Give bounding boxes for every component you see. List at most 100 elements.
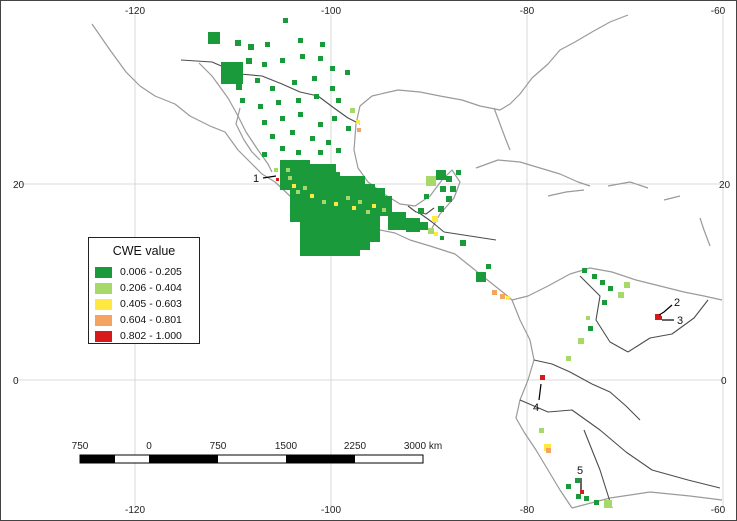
callout-1: 1 bbox=[253, 173, 259, 185]
occurrence-cell bbox=[428, 228, 434, 234]
occurrence-cell bbox=[658, 316, 662, 320]
top-lon-ticks: -120 -100 -80 -60 bbox=[125, 6, 726, 17]
occurrence-cell bbox=[248, 44, 254, 50]
occurrence-cell bbox=[296, 150, 301, 155]
callout-5: 5 bbox=[577, 465, 583, 477]
scale-label: 2250 bbox=[344, 441, 367, 452]
occurrence-cell bbox=[506, 296, 510, 300]
occurrence-cell bbox=[588, 326, 593, 331]
occurrence-cell bbox=[406, 218, 420, 232]
legend-swatch bbox=[95, 330, 112, 342]
occurrence-cell bbox=[586, 316, 590, 320]
occurrence-cell bbox=[280, 58, 285, 63]
occurrence-cell bbox=[330, 66, 335, 71]
occurrence-cell bbox=[446, 196, 452, 202]
occurrence-cell bbox=[314, 94, 319, 99]
occurrence-cell bbox=[318, 150, 323, 155]
occurrence-cell bbox=[310, 194, 314, 198]
callout-3: 3 bbox=[677, 315, 683, 327]
bottom-lon-tick: -100 bbox=[321, 505, 341, 516]
occurrence-cell bbox=[262, 152, 267, 157]
scale-label: 3000 km bbox=[404, 441, 442, 452]
legend-swatch bbox=[95, 266, 112, 278]
occurrence-cell bbox=[312, 76, 317, 81]
occurrence-cell bbox=[366, 210, 370, 214]
occurrence-cell bbox=[296, 190, 300, 194]
occurrence-cell bbox=[322, 200, 326, 204]
occurrence-cell bbox=[310, 136, 315, 141]
top-lon-tick: -120 bbox=[125, 6, 145, 17]
occurrence-cell bbox=[600, 280, 605, 285]
occurrence-cell bbox=[356, 120, 360, 124]
occurrence-cell bbox=[580, 490, 584, 494]
scale-label: 1500 bbox=[275, 441, 298, 452]
occurrence-cell bbox=[298, 112, 303, 117]
occurrence-cell bbox=[276, 178, 279, 181]
occurrence-cell bbox=[372, 196, 392, 216]
left-lat-tick: 0 bbox=[13, 376, 19, 387]
legend-item: 0.604 - 0.801 bbox=[95, 312, 193, 328]
occurrence-cell bbox=[566, 484, 571, 489]
occurrence-cell bbox=[298, 38, 303, 43]
occurrence-cell bbox=[540, 375, 545, 380]
occurrence-cell bbox=[300, 54, 305, 59]
occurrence-cell bbox=[240, 98, 245, 103]
scale-label: 750 bbox=[210, 441, 227, 452]
legend-item: 0.206 - 0.404 bbox=[95, 280, 193, 296]
callout-2: 2 bbox=[674, 297, 680, 309]
occurrence-cell bbox=[292, 80, 297, 85]
occurrence-cell bbox=[592, 274, 597, 279]
occurrence-cell bbox=[575, 478, 580, 483]
occurrence-cell bbox=[608, 286, 613, 291]
occurrence-cell bbox=[334, 202, 338, 206]
occurrence-cell bbox=[546, 448, 551, 453]
occurrence-cell bbox=[500, 294, 505, 299]
occurrence-cell bbox=[270, 134, 275, 139]
occurrence-cell bbox=[236, 84, 242, 90]
occurrence-cell bbox=[382, 208, 386, 212]
callout-labels: 1 2 3 4 5 bbox=[253, 173, 683, 477]
occurrence-cell bbox=[418, 208, 424, 214]
coastlines bbox=[91, 14, 723, 509]
callout-4: 4 bbox=[533, 402, 539, 414]
occurrence-cell bbox=[255, 78, 260, 83]
occurrence-cell bbox=[440, 236, 444, 240]
legend-swatch bbox=[95, 314, 112, 326]
scale-label: 750 bbox=[72, 441, 89, 452]
occurrence-cell bbox=[336, 98, 341, 103]
bottom-lon-ticks: -120 -100 -80 -60 bbox=[125, 505, 726, 516]
top-lon-tick: -100 bbox=[321, 6, 341, 17]
occurrence-cell bbox=[258, 104, 263, 109]
occurrence-cell bbox=[274, 168, 278, 172]
occurrence-cell bbox=[336, 148, 341, 153]
occurrence-cell bbox=[566, 356, 571, 361]
callout-lines bbox=[262, 175, 674, 490]
occurrence-cell bbox=[604, 500, 612, 508]
occurrence-cell bbox=[618, 292, 624, 298]
occurrence-cell bbox=[388, 212, 406, 230]
occurrence-cell bbox=[544, 444, 551, 451]
legend-item: 0.802 - 1.000 bbox=[95, 328, 193, 344]
occurrence-cell bbox=[346, 196, 350, 200]
occurrence-cell bbox=[584, 496, 589, 501]
legend-label: 0.206 - 0.404 bbox=[120, 282, 182, 294]
occurrence-cell bbox=[320, 42, 325, 47]
legend-item: 0.006 - 0.205 bbox=[95, 264, 193, 280]
occurrence-cell bbox=[446, 176, 452, 182]
legend-label: 0.006 - 0.205 bbox=[120, 266, 182, 278]
occurrence-cell bbox=[372, 204, 376, 208]
occurrence-cell bbox=[276, 100, 281, 105]
occurrence-cell bbox=[486, 264, 491, 269]
occurrence-cell bbox=[318, 56, 323, 61]
occurrence-cell bbox=[292, 184, 296, 188]
bottom-lon-tick: -80 bbox=[520, 505, 535, 516]
occurrence-cell bbox=[450, 186, 456, 192]
occurrence-cell bbox=[330, 86, 335, 91]
legend: CWE value 0.006 - 0.205 0.206 - 0.404 0.… bbox=[88, 237, 200, 344]
occurrence-cell bbox=[434, 232, 438, 236]
occurrence-cell bbox=[262, 120, 267, 125]
occurrence-cell bbox=[332, 116, 337, 121]
occurrence-cell bbox=[578, 338, 584, 344]
left-lat-tick: 20 bbox=[13, 180, 25, 191]
occurrence-cell bbox=[208, 32, 220, 44]
